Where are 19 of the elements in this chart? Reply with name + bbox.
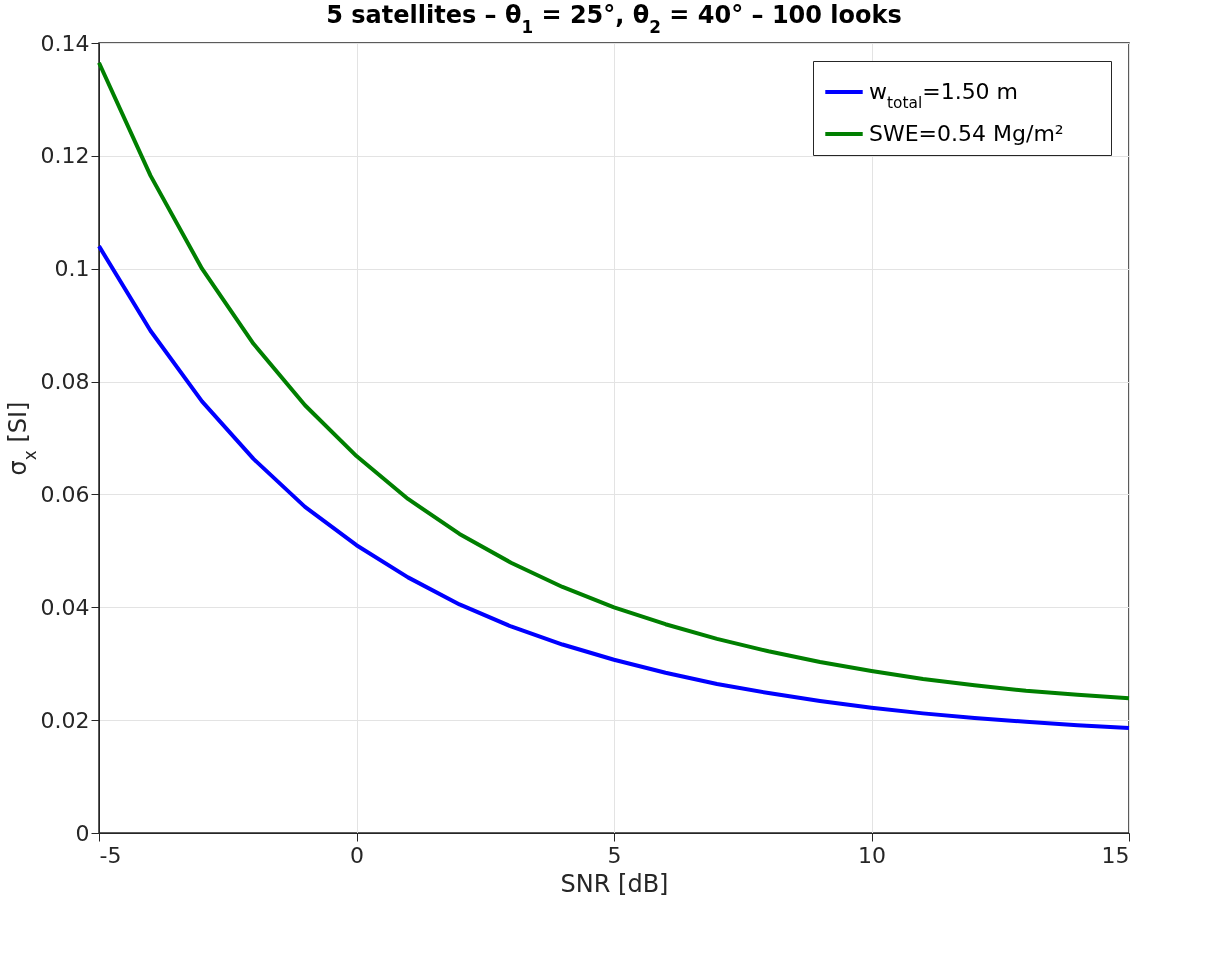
y-tick-label: 0.14 <box>40 30 90 56</box>
line-series <box>97 60 1131 701</box>
x-tick-label: -5 <box>99 842 122 868</box>
y-tick-label: 0 <box>75 820 90 846</box>
y-tick-label: 0.12 <box>40 143 90 169</box>
y-tick-label: 0.06 <box>40 481 90 507</box>
x-tick-label: 5 <box>607 842 622 868</box>
x-tick-label: 15 <box>1101 842 1130 868</box>
x-axis-title: SNR [dB] <box>560 869 669 898</box>
y-tick-label: 0.04 <box>40 594 90 620</box>
x-tick-label: 0 <box>350 842 364 868</box>
legend-label: SWE=0.54 Mg/m² <box>869 121 1064 146</box>
y-tick-label: 0.1 <box>54 256 90 282</box>
y-tick-label: 0.02 <box>40 707 90 733</box>
x-tick-label: 10 <box>858 842 886 868</box>
line-series <box>97 244 1131 731</box>
chart-title: 5 satellites – θ$_{1}$ = 25°, θ$_{2}$ = 40° – 100 looks <box>326 1 902 37</box>
legend-label: w$_{total}$=1.50 m <box>869 79 1019 112</box>
y-tick-label: 0.08 <box>40 369 90 395</box>
